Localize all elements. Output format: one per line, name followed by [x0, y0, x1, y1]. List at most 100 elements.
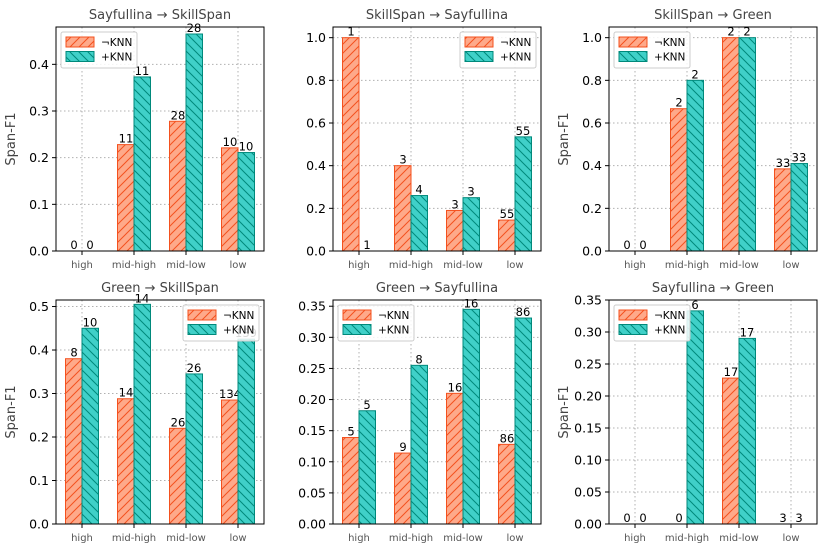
- bar-knn-mid-high: [133, 76, 151, 252]
- y-axis-label: Span-F1: [557, 112, 572, 165]
- bar-data-label: 0: [675, 511, 682, 525]
- x-tick-label: high: [71, 533, 93, 544]
- y-tick-label: 0.6: [306, 116, 326, 131]
- bar-no-knn-mid-high: [394, 165, 412, 252]
- bar-data-label: 14: [119, 386, 134, 400]
- bar-data-label: 0: [639, 511, 646, 525]
- bar-no-knn-low: [774, 168, 792, 252]
- bar-data-label: 3: [399, 153, 406, 167]
- legend-swatch-knn: [342, 324, 372, 335]
- x-tick-label: mid-low: [443, 533, 483, 544]
- bar-no-knn-mid-low: [722, 377, 740, 525]
- bar-data-label: 86: [500, 431, 515, 445]
- bar-no-knn-mid-low: [722, 37, 740, 252]
- legend-swatch-no-knn: [65, 36, 95, 48]
- axes-frame: [608, 299, 818, 525]
- legend-label-knn: +KNN: [654, 52, 685, 64]
- x-tick-label: low: [782, 260, 799, 271]
- legend-label-no-knn: ¬KNN: [101, 37, 132, 49]
- y-tick-label: 0.05: [298, 485, 326, 500]
- bar-data-label: 2: [727, 25, 734, 39]
- bar-data-label: 14: [135, 291, 150, 305]
- y-tick-label: 0.6: [582, 116, 602, 131]
- bar-no-knn-mid-high: [117, 144, 135, 252]
- bar-data-label: 8: [70, 346, 77, 360]
- bar-knn-high: [81, 327, 99, 525]
- legend: ¬KNN +KNN: [613, 304, 691, 342]
- legend-swatch-no-knn: [342, 309, 372, 321]
- legend: ¬KNN +KNN: [182, 304, 260, 342]
- bar-data-label: 3: [795, 511, 802, 525]
- y-tick-label: 0.1: [29, 197, 49, 212]
- bar-data-label: 0: [623, 511, 630, 525]
- y-tick-label: 0.0: [582, 244, 602, 259]
- bar-knn-mid-low: [185, 33, 203, 252]
- x-tick-label: high: [348, 533, 370, 544]
- y-tick-label: 0.3: [29, 104, 49, 119]
- y-tick-label: 0.5: [29, 299, 49, 314]
- y-tick-label: 0.4: [29, 57, 49, 72]
- legend-swatch-no-knn: [187, 309, 217, 321]
- legend-label-knn: +KNN: [101, 52, 132, 64]
- legend-swatch-no-knn: [618, 36, 648, 48]
- bar-data-label: 16: [464, 296, 479, 310]
- y-axis-label: Span-F1: [557, 385, 572, 438]
- bar-no-knn-mid-low: [446, 209, 464, 252]
- y-tick-label: 0.4: [29, 343, 49, 358]
- legend-swatch-knn: [464, 51, 494, 62]
- bar-knn-mid-low: [462, 197, 480, 252]
- y-tick-label: 0.30: [574, 325, 602, 340]
- legend-label-no-knn: ¬KNN: [654, 310, 685, 322]
- bar-data-label: 8: [415, 352, 422, 366]
- panel-title: SkillSpan → Sayfullina: [366, 8, 508, 23]
- bar-data-label: 0: [639, 238, 646, 252]
- bar-no-knn-low: [498, 443, 516, 525]
- y-tick-label: 0.30: [298, 330, 326, 345]
- y-tick-label: 0.2: [29, 150, 49, 165]
- chart-panel-4: Green → SkillSpan Span-F1 0.0 0.1 0.2 0.3 0.4 0…: [4, 281, 265, 544]
- bar-data-label: 3: [451, 197, 458, 211]
- y-tick-label: 0.0: [306, 244, 326, 259]
- bar-data-label: 26: [171, 415, 186, 429]
- bar-knn-low: [237, 152, 255, 252]
- bar-data-label: 11: [135, 64, 150, 78]
- x-tick-label: low: [782, 533, 799, 544]
- bar-no-knn-mid-low: [446, 392, 464, 525]
- legend-swatch-knn: [618, 51, 648, 62]
- bar-data-label: 2: [675, 96, 682, 110]
- x-tick-label: high: [71, 260, 93, 271]
- axes-frame: [55, 26, 265, 252]
- bar-knn-mid-low: [738, 37, 756, 252]
- legend-swatch-no-knn: [464, 36, 494, 48]
- bar-data-label: 11: [119, 132, 134, 146]
- x-tick-label: mid-high: [112, 260, 156, 271]
- bar-data-label: 134: [219, 387, 241, 401]
- y-tick-label: 0.20: [298, 392, 326, 407]
- chart-panel-2: SkillSpan → Sayfullina 0.0 0.2 0.4 0.6 0.8 1.0…: [306, 8, 542, 271]
- chart-panel-5: Green → Sayfullina 0.00 0.05 0.10 0.15 0.20 0.…: [298, 281, 542, 544]
- panel-title: Green → SkillSpan: [101, 281, 219, 296]
- y-tick-label: 0.05: [574, 485, 602, 500]
- chart-panel-1: Sayfullina → SkillSpan Span-F1 0.0 0.1 0.2 0.…: [4, 8, 265, 271]
- y-axis-label: Span-F1: [4, 385, 19, 438]
- bar-knn-mid-high: [686, 310, 704, 525]
- y-tick-label: 0.35: [298, 299, 326, 314]
- x-tick-label: mid-high: [665, 533, 709, 544]
- bar-knn-mid-high: [410, 364, 428, 525]
- y-tick-label: 0.10: [298, 454, 326, 469]
- x-tick-label: mid-high: [112, 533, 156, 544]
- panel-title: Sayfullina → Green: [652, 281, 774, 296]
- legend: ¬KNN +KNN: [60, 31, 138, 69]
- bar-no-knn-mid-high: [117, 398, 135, 525]
- bar-data-label: 0: [70, 238, 77, 252]
- x-tick-label: high: [348, 260, 370, 271]
- bar-data-label: 4: [415, 183, 422, 197]
- legend-label-knn: +KNN: [378, 325, 409, 337]
- bar-data-label: 17: [740, 325, 755, 339]
- x-tick-label: low: [506, 260, 523, 271]
- legend-swatch-knn: [187, 324, 217, 335]
- bar-data-label: 17: [724, 365, 739, 379]
- bar-data-label: 5: [363, 398, 370, 412]
- y-tick-label: 0.0: [29, 517, 49, 532]
